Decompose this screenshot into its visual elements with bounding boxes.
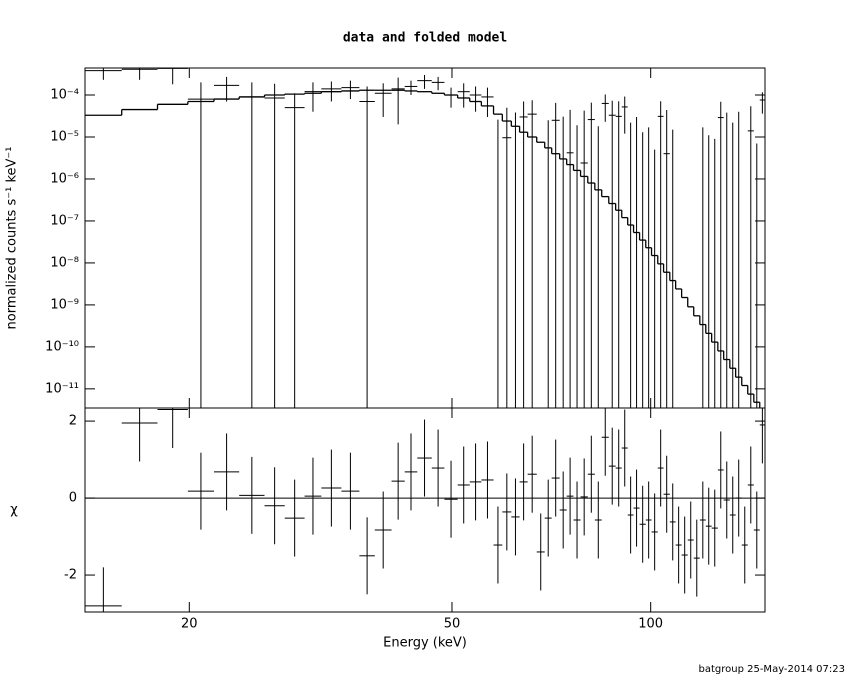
y-tick-label: 10⁻⁹ <box>50 297 79 312</box>
y-axis-label: normalized counts s⁻¹ keV⁻¹ <box>5 147 20 330</box>
y-tick-label: 10⁻⁸ <box>50 255 79 270</box>
y-tick-label: 10⁻⁴ <box>50 88 79 103</box>
bottom-panel <box>85 408 765 612</box>
footer: batgroup 25-May-2014 07:23 <box>698 664 845 675</box>
y-tick-label: 0 <box>69 491 77 506</box>
y-tick-label: 10⁻⁶ <box>50 171 79 186</box>
top-panel <box>85 68 765 408</box>
x-tick-label: 20 <box>181 617 198 632</box>
x-tick-label: 100 <box>638 617 663 632</box>
top-frame <box>84 67 766 409</box>
bottom-frame <box>84 407 766 613</box>
y-tick-label: -2 <box>64 568 77 583</box>
x-tick-label: 50 <box>444 617 461 632</box>
chart-title: data and folded model <box>343 31 507 46</box>
y-tick-label: 10⁻⁵ <box>50 129 79 144</box>
residual-axis-label: χ <box>10 503 18 518</box>
y-tick-label: 10⁻⁷ <box>50 213 79 228</box>
axes: 10⁻¹¹ 10⁻¹⁰ 10⁻⁹ 10⁻⁸ 10⁻⁷ 10⁻⁶ 10⁻⁵ 10⁻⁴ -2 0 2 20… <box>45 68 765 632</box>
y-tick-label: 10⁻¹⁰ <box>45 339 79 354</box>
x-axis-label: Energy (keV) <box>383 636 467 651</box>
y-tick-label: 10⁻¹¹ <box>45 381 79 396</box>
y-tick-label: 2 <box>69 414 77 429</box>
